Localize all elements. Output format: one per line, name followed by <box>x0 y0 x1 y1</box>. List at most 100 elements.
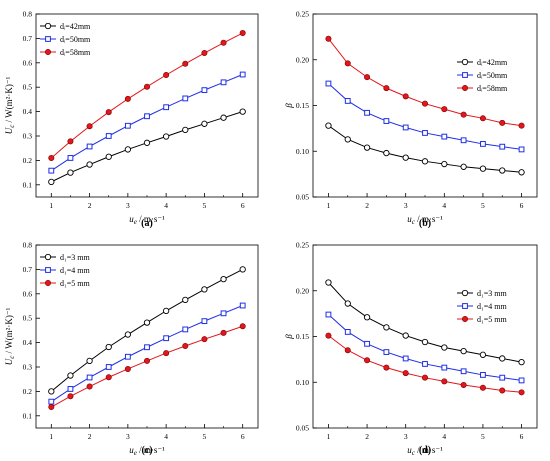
y-tick-label: 0.3 <box>23 363 33 372</box>
data-point <box>124 353 131 360</box>
y-tick-label: 0.5 <box>23 314 33 323</box>
data-point <box>421 158 429 165</box>
data-point <box>402 332 409 339</box>
x-tick-label: 5 <box>203 201 207 210</box>
data-point <box>201 87 208 94</box>
data-point <box>383 349 390 355</box>
x-tick-label: 2 <box>365 432 369 441</box>
plot-frame <box>312 244 538 429</box>
data-point <box>182 95 189 102</box>
series-line <box>51 111 243 183</box>
y-tick-label: 0.2 <box>23 156 33 165</box>
y-tick-label: 0.15 <box>296 332 309 341</box>
legend-label: d₁=3 mm <box>477 289 508 298</box>
x-axis-title: ue / m·s⁻¹ <box>129 445 165 457</box>
y-tick-label: 0.6 <box>23 289 33 298</box>
data-point <box>344 300 351 307</box>
data-point <box>163 72 170 79</box>
data-point <box>499 143 506 150</box>
data-point <box>86 357 93 365</box>
data-point <box>441 133 448 140</box>
legend-marker <box>462 303 468 309</box>
y-tick-label: 0.25 <box>296 241 309 250</box>
data-point <box>499 387 506 394</box>
y-axis-title: β <box>284 103 294 109</box>
x-tick-label: 2 <box>365 201 369 210</box>
data-point <box>383 364 390 371</box>
legend-label: d₁=3 mm <box>60 253 91 262</box>
data-point <box>383 149 390 157</box>
panel-label: (a) <box>141 218 153 229</box>
data-point <box>143 139 151 146</box>
data-point <box>364 109 370 116</box>
data-point <box>421 338 429 346</box>
data-point <box>201 336 208 343</box>
data-point <box>344 98 351 104</box>
x-axis-title: ue / m·s⁻¹ <box>129 214 165 226</box>
data-point <box>48 178 55 186</box>
data-point <box>48 398 55 405</box>
data-point <box>499 119 506 126</box>
data-point <box>441 160 448 168</box>
data-point <box>422 130 428 136</box>
data-point <box>402 93 409 100</box>
legend-marker <box>45 36 51 42</box>
data-point <box>182 326 189 333</box>
data-point <box>144 83 151 90</box>
x-tick-label: 5 <box>481 432 485 441</box>
data-point <box>518 146 525 153</box>
y-tick-label: 0.15 <box>296 101 309 110</box>
data-point <box>499 374 506 381</box>
data-point <box>383 324 390 331</box>
data-point <box>460 137 467 144</box>
legend-label: dᵢ=58mm <box>60 48 91 57</box>
data-point <box>325 279 332 286</box>
x-tick-label: 3 <box>126 432 130 441</box>
data-point <box>325 35 332 42</box>
legend-label: d₁=4 mm <box>60 266 91 275</box>
data-point <box>220 39 227 46</box>
legend-label: dᵢ=50mm <box>60 35 91 44</box>
data-point <box>239 71 246 78</box>
x-tick-label: 1 <box>49 201 53 210</box>
legend-marker <box>44 279 51 286</box>
y-tick-label: 0.7 <box>23 265 33 274</box>
x-tick-label: 3 <box>126 201 130 210</box>
data-point <box>239 108 246 115</box>
data-point <box>402 154 409 161</box>
data-point <box>162 307 170 315</box>
data-point <box>363 314 371 321</box>
data-point <box>182 343 189 350</box>
x-tick-label: 4 <box>442 201 446 210</box>
data-point <box>67 138 74 145</box>
data-point <box>383 118 390 124</box>
data-point <box>105 364 112 370</box>
legend-marker <box>461 85 468 92</box>
x-tick-label: 3 <box>404 201 408 210</box>
data-point <box>479 165 487 172</box>
data-point <box>86 161 93 168</box>
x-tick-label: 6 <box>241 432 245 441</box>
data-point <box>344 329 351 335</box>
data-point <box>163 335 170 342</box>
data-point <box>402 355 409 362</box>
data-point <box>460 347 467 355</box>
panel-a: 1 2 3 4 5 6 0.1 0.2 0.3 0.4 0.5 0.6 0.7 0.8 ue / m·s⁻¹… <box>4 10 259 229</box>
data-point <box>48 154 55 161</box>
data-point <box>201 318 208 325</box>
y-tick-label: 0.05 <box>296 424 309 433</box>
legend-marker <box>461 58 469 66</box>
data-point <box>48 167 55 174</box>
data-point <box>67 372 74 379</box>
data-point <box>325 122 332 129</box>
data-point <box>105 343 112 351</box>
data-point <box>441 364 448 371</box>
data-point <box>239 323 246 330</box>
series-line <box>328 314 522 381</box>
x-axis-title: uc / m·s⁻¹ <box>407 445 443 457</box>
data-point <box>201 50 208 57</box>
data-point <box>67 386 74 392</box>
data-point <box>480 372 486 378</box>
y-tick-label: 0.6 <box>23 58 33 67</box>
